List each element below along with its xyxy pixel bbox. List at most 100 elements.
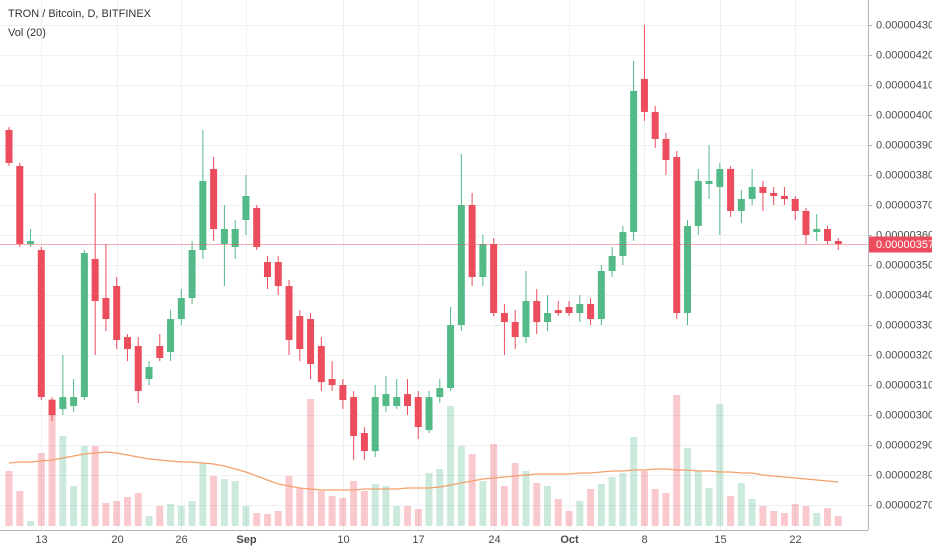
volume-bar <box>425 473 433 526</box>
candle-body <box>156 346 164 359</box>
volume-bar <box>339 498 347 526</box>
volume-bar <box>134 493 142 526</box>
volume-bar <box>457 446 465 526</box>
candle-body <box>350 397 358 437</box>
volume-bar <box>694 471 702 526</box>
candle-body <box>134 346 142 392</box>
candle-body <box>403 394 411 407</box>
volume-bar <box>414 509 422 526</box>
volume-bar <box>371 484 379 526</box>
volume-bar <box>511 463 519 526</box>
candle-body <box>48 400 56 416</box>
axes: 0.00000270 0.00000280 0.00000290 0.00000300… <box>35 19 932 546</box>
volume-bar <box>468 454 476 526</box>
volume-bar <box>759 506 767 526</box>
candle-body <box>27 240 35 244</box>
y-tick-label: 0.00000410 <box>876 79 932 91</box>
candle-body <box>791 198 799 211</box>
volume-bar <box>328 496 336 526</box>
candle-body <box>597 271 605 320</box>
x-tick-label: 8 <box>641 534 647 546</box>
candle-body <box>37 249 45 398</box>
volume-bar <box>145 516 153 526</box>
x-tick-label: 20 <box>111 534 123 546</box>
candle-body <box>360 433 368 452</box>
candle-body <box>834 240 842 244</box>
candle-body <box>544 313 551 323</box>
candle-body <box>167 319 175 353</box>
volume-bar <box>500 486 508 526</box>
candle-body <box>780 195 788 199</box>
y-tick-label: 0.00000300 <box>876 409 932 421</box>
candle-body <box>533 301 541 323</box>
volume-bar <box>727 496 735 526</box>
last-price-label: 0.00000357 <box>876 239 932 251</box>
candle-body <box>113 286 121 341</box>
candle-body <box>716 168 724 187</box>
volume-bar <box>123 497 131 526</box>
y-tick-label: 0.00000270 <box>876 499 932 511</box>
x-tick-label: 13 <box>35 534 47 546</box>
candle-body <box>123 337 131 350</box>
candle-body <box>16 165 24 244</box>
candle-body <box>684 225 692 314</box>
volume-bar <box>296 488 304 526</box>
candle-body <box>490 243 498 314</box>
volume-bar <box>350 481 358 526</box>
volume-bar <box>748 499 756 526</box>
volume-bar <box>597 484 605 526</box>
candle-body <box>425 397 433 431</box>
candle-body <box>468 204 476 278</box>
x-tick-label: 15 <box>714 534 726 546</box>
y-tick-label: 0.00000380 <box>876 169 932 181</box>
volume-bar <box>188 501 196 526</box>
candle-body <box>371 397 379 452</box>
candle-body <box>59 397 67 410</box>
candle-body <box>662 138 670 160</box>
candle-body <box>630 90 638 232</box>
candle-body <box>210 168 218 229</box>
candle-body <box>177 298 185 320</box>
volume-bar <box>27 521 35 526</box>
volume-bar <box>490 444 498 526</box>
y-tick-label: 0.00000420 <box>876 49 932 61</box>
candle-body <box>737 198 745 211</box>
x-tick-label: 10 <box>337 534 349 546</box>
volume-bar <box>382 486 390 526</box>
volume-ma-line <box>8 451 839 491</box>
volume-bar <box>684 448 692 526</box>
volume-bar <box>360 491 368 526</box>
volume-bar <box>242 506 250 526</box>
volume-bar <box>813 513 821 526</box>
candle-body <box>522 301 530 338</box>
candle-body <box>80 252 88 398</box>
x-tick-label: Sep <box>236 534 256 546</box>
candle-body <box>705 180 713 184</box>
candle-body <box>436 388 444 398</box>
y-tick-label: 0.00000310 <box>876 379 932 391</box>
volume-bar <box>113 501 121 526</box>
candle-body <box>102 298 110 320</box>
volume-bar <box>274 511 282 526</box>
volume-bar <box>393 506 401 526</box>
candle-body <box>382 394 390 407</box>
volume-bar <box>705 488 713 526</box>
candle-body <box>253 207 261 247</box>
candle-body <box>813 228 821 232</box>
y-tick-label: 0.00000400 <box>876 109 932 121</box>
volume-bar <box>210 476 218 526</box>
candle-body <box>759 186 767 193</box>
y-tick-label: 0.00000430 <box>876 19 932 31</box>
volume-bar <box>447 406 455 526</box>
y-tick-label: 0.00000290 <box>876 439 932 451</box>
volume-bar <box>533 483 541 526</box>
candle-body <box>576 304 584 314</box>
candle-body <box>296 316 304 350</box>
volume-bar <box>167 504 175 526</box>
volume-bar <box>802 506 810 526</box>
volume-bar <box>565 511 573 526</box>
candle-body <box>587 304 595 320</box>
candles <box>0 24 868 461</box>
